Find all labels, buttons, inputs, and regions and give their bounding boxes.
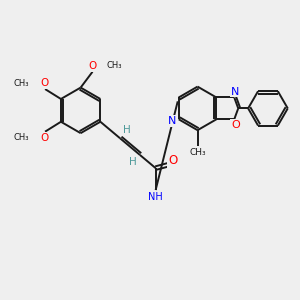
Text: NH: NH	[148, 192, 163, 202]
Text: H: H	[123, 125, 131, 135]
Text: N: N	[168, 116, 176, 126]
Text: O: O	[40, 133, 48, 142]
Text: CH₃: CH₃	[14, 79, 29, 88]
Text: O: O	[40, 78, 48, 88]
Text: O: O	[231, 120, 240, 130]
Text: O: O	[88, 61, 97, 71]
Text: CH₃: CH₃	[189, 148, 206, 158]
Text: CH₃: CH₃	[106, 61, 122, 70]
Text: CH₃: CH₃	[14, 133, 29, 142]
Text: O: O	[168, 154, 178, 167]
Text: H: H	[129, 157, 137, 167]
Text: N: N	[231, 86, 239, 97]
